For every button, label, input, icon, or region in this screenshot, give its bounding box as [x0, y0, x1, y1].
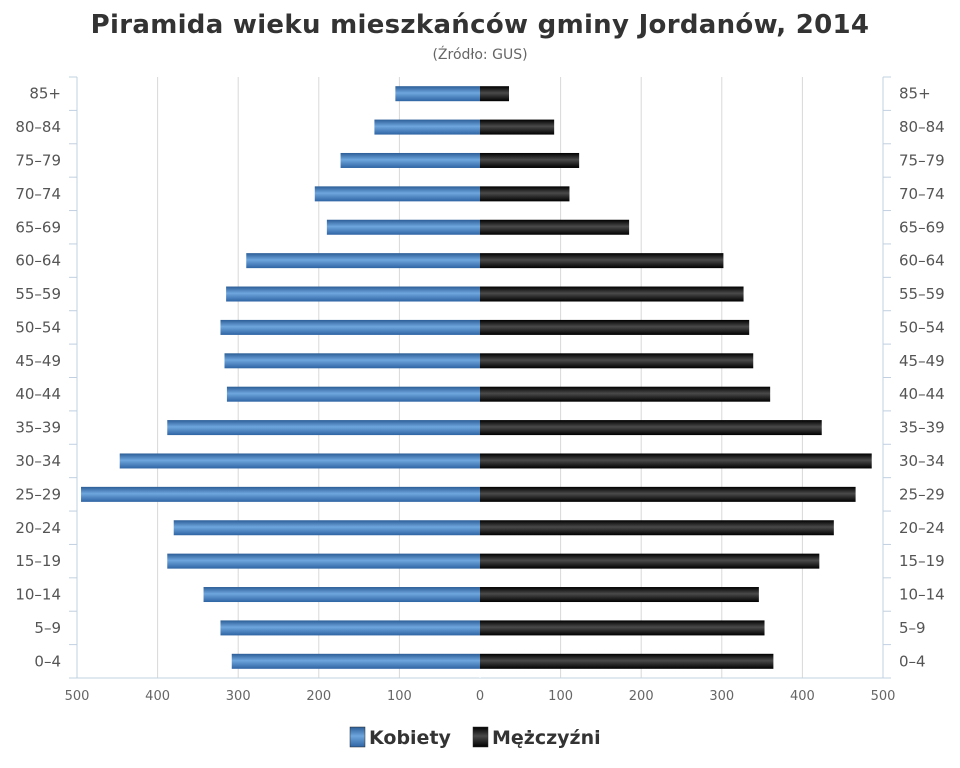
legend-label-kobiety: Kobiety	[369, 727, 452, 749]
right-category-label: 65–69	[899, 218, 945, 236]
bar-kobiety-45–49[interactable]	[224, 353, 480, 369]
left-category-label: 30–34	[15, 452, 61, 470]
bar-mezczyzni-30–34[interactable]	[480, 453, 872, 469]
right-category-label: 0–4	[899, 652, 926, 670]
right-category-label: 45–49	[899, 352, 945, 370]
bar-kobiety-55–59[interactable]	[226, 286, 480, 302]
bar-mezczyzni-65–69[interactable]	[480, 219, 630, 235]
bar-kobiety-30–34[interactable]	[119, 453, 480, 469]
x-tick-label: 300	[226, 689, 251, 704]
chart-title: Piramida wieku mieszkańców gminy Jordanó…	[91, 10, 870, 40]
legend-swatch-kobiety	[349, 726, 366, 748]
left-category-label: 10–14	[15, 586, 61, 604]
left-category-label: 40–44	[15, 385, 61, 403]
right-category-label: 60–64	[899, 252, 945, 270]
bar-kobiety-70–74[interactable]	[314, 186, 480, 202]
left-category-label: 0–4	[34, 652, 61, 670]
legend-swatch-mezczyzni	[472, 726, 489, 748]
bar-mezczyzni-55–59[interactable]	[480, 286, 744, 302]
bar-kobiety-35–39[interactable]	[167, 420, 480, 436]
right-category-label: 55–59	[899, 285, 945, 303]
bar-mezczyzni-35–39[interactable]	[480, 420, 822, 436]
x-tick-label: 400	[790, 689, 815, 704]
bars	[81, 86, 872, 669]
bar-mezczyzni-5–9[interactable]	[480, 620, 765, 636]
x-tick-label: 500	[65, 689, 90, 704]
bar-mezczyzni-85+[interactable]	[480, 86, 510, 102]
right-category-label: 30–34	[899, 452, 945, 470]
right-category-label: 35–39	[899, 419, 945, 437]
left-category-label: 15–19	[15, 552, 61, 570]
left-category-label: 80–84	[15, 118, 61, 136]
bar-kobiety-5–9[interactable]	[220, 620, 480, 636]
left-category-label: 70–74	[15, 185, 61, 203]
left-category-label: 20–24	[15, 519, 61, 537]
bar-kobiety-0–4[interactable]	[231, 653, 480, 669]
left-category-label: 45–49	[15, 352, 61, 370]
bar-kobiety-60–64[interactable]	[246, 253, 480, 269]
right-category-label: 70–74	[899, 185, 945, 203]
legend-item-mezczyzni[interactable]: Mężczyźni	[472, 726, 601, 749]
bar-kobiety-65–69[interactable]	[326, 219, 480, 235]
legend-label-mezczyzni: Mężczyźni	[492, 727, 601, 749]
bar-kobiety-50–54[interactable]	[220, 319, 480, 335]
left-category-label: 60–64	[15, 252, 61, 270]
x-tick-label: 500	[871, 689, 896, 704]
x-tick-label: 100	[387, 689, 412, 704]
x-tick-label: 0	[476, 689, 484, 704]
bar-kobiety-15–19[interactable]	[167, 553, 480, 569]
left-category-label: 75–79	[15, 151, 61, 169]
bar-kobiety-80–84[interactable]	[374, 119, 480, 135]
bar-kobiety-10–14[interactable]	[203, 587, 481, 603]
bar-mezczyzni-40–44[interactable]	[480, 386, 771, 402]
x-tick-label: 200	[629, 689, 654, 704]
right-category-label: 75–79	[899, 151, 945, 169]
bar-mezczyzni-45–49[interactable]	[480, 353, 754, 369]
left-category-label: 35–39	[15, 419, 61, 437]
category-labels: 0–4 0–4 5–9 5–9 10–14 10–14 15–19 15–19 20–24 20–…	[15, 85, 944, 671]
bar-kobiety-25–29[interactable]	[81, 486, 480, 502]
bar-mezczyzni-60–64[interactable]	[480, 253, 724, 269]
axes	[69, 76, 891, 679]
bar-mezczyzni-20–24[interactable]	[480, 520, 834, 536]
right-category-label: 85+	[899, 85, 931, 103]
bar-mezczyzni-15–19[interactable]	[480, 553, 820, 569]
chart-subtitle: (Źródło: GUS)	[432, 45, 527, 63]
bar-mezczyzni-50–54[interactable]	[480, 319, 750, 335]
right-category-label: 40–44	[899, 385, 945, 403]
bar-kobiety-40–44[interactable]	[226, 386, 480, 402]
bar-kobiety-85+[interactable]	[395, 86, 480, 102]
bar-mezczyzni-80–84[interactable]	[480, 119, 555, 135]
right-category-label: 25–29	[899, 485, 945, 503]
right-category-label: 80–84	[899, 118, 945, 136]
right-category-label: 50–54	[899, 318, 945, 336]
left-category-label: 5–9	[34, 619, 61, 637]
bar-mezczyzni-0–4[interactable]	[480, 653, 774, 669]
left-category-label: 25–29	[15, 485, 61, 503]
left-category-label: 85+	[29, 85, 61, 103]
x-tick-label: 100	[548, 689, 573, 704]
bar-kobiety-20–24[interactable]	[173, 520, 480, 536]
legend[interactable]: Kobiety Mężczyźni	[349, 726, 601, 749]
left-category-label: 65–69	[15, 218, 61, 236]
legend-item-kobiety[interactable]: Kobiety	[349, 726, 452, 749]
right-category-label: 5–9	[899, 619, 926, 637]
bar-mezczyzni-10–14[interactable]	[480, 587, 759, 603]
bar-mezczyzni-70–74[interactable]	[480, 186, 570, 202]
bar-kobiety-75–79[interactable]	[340, 152, 480, 168]
right-category-label: 15–19	[899, 552, 945, 570]
bar-mezczyzni-75–79[interactable]	[480, 152, 580, 168]
bar-mezczyzni-25–29[interactable]	[480, 486, 856, 502]
x-tick-labels: 500 400 300 200 100 0 100 200 300 400 500	[65, 689, 896, 704]
x-tick-label: 200	[306, 689, 331, 704]
right-category-label: 20–24	[899, 519, 945, 537]
x-tick-label: 300	[709, 689, 734, 704]
left-category-label: 50–54	[15, 318, 61, 336]
left-category-label: 55–59	[15, 285, 61, 303]
right-category-label: 10–14	[899, 586, 945, 604]
x-tick-label: 400	[145, 689, 170, 704]
